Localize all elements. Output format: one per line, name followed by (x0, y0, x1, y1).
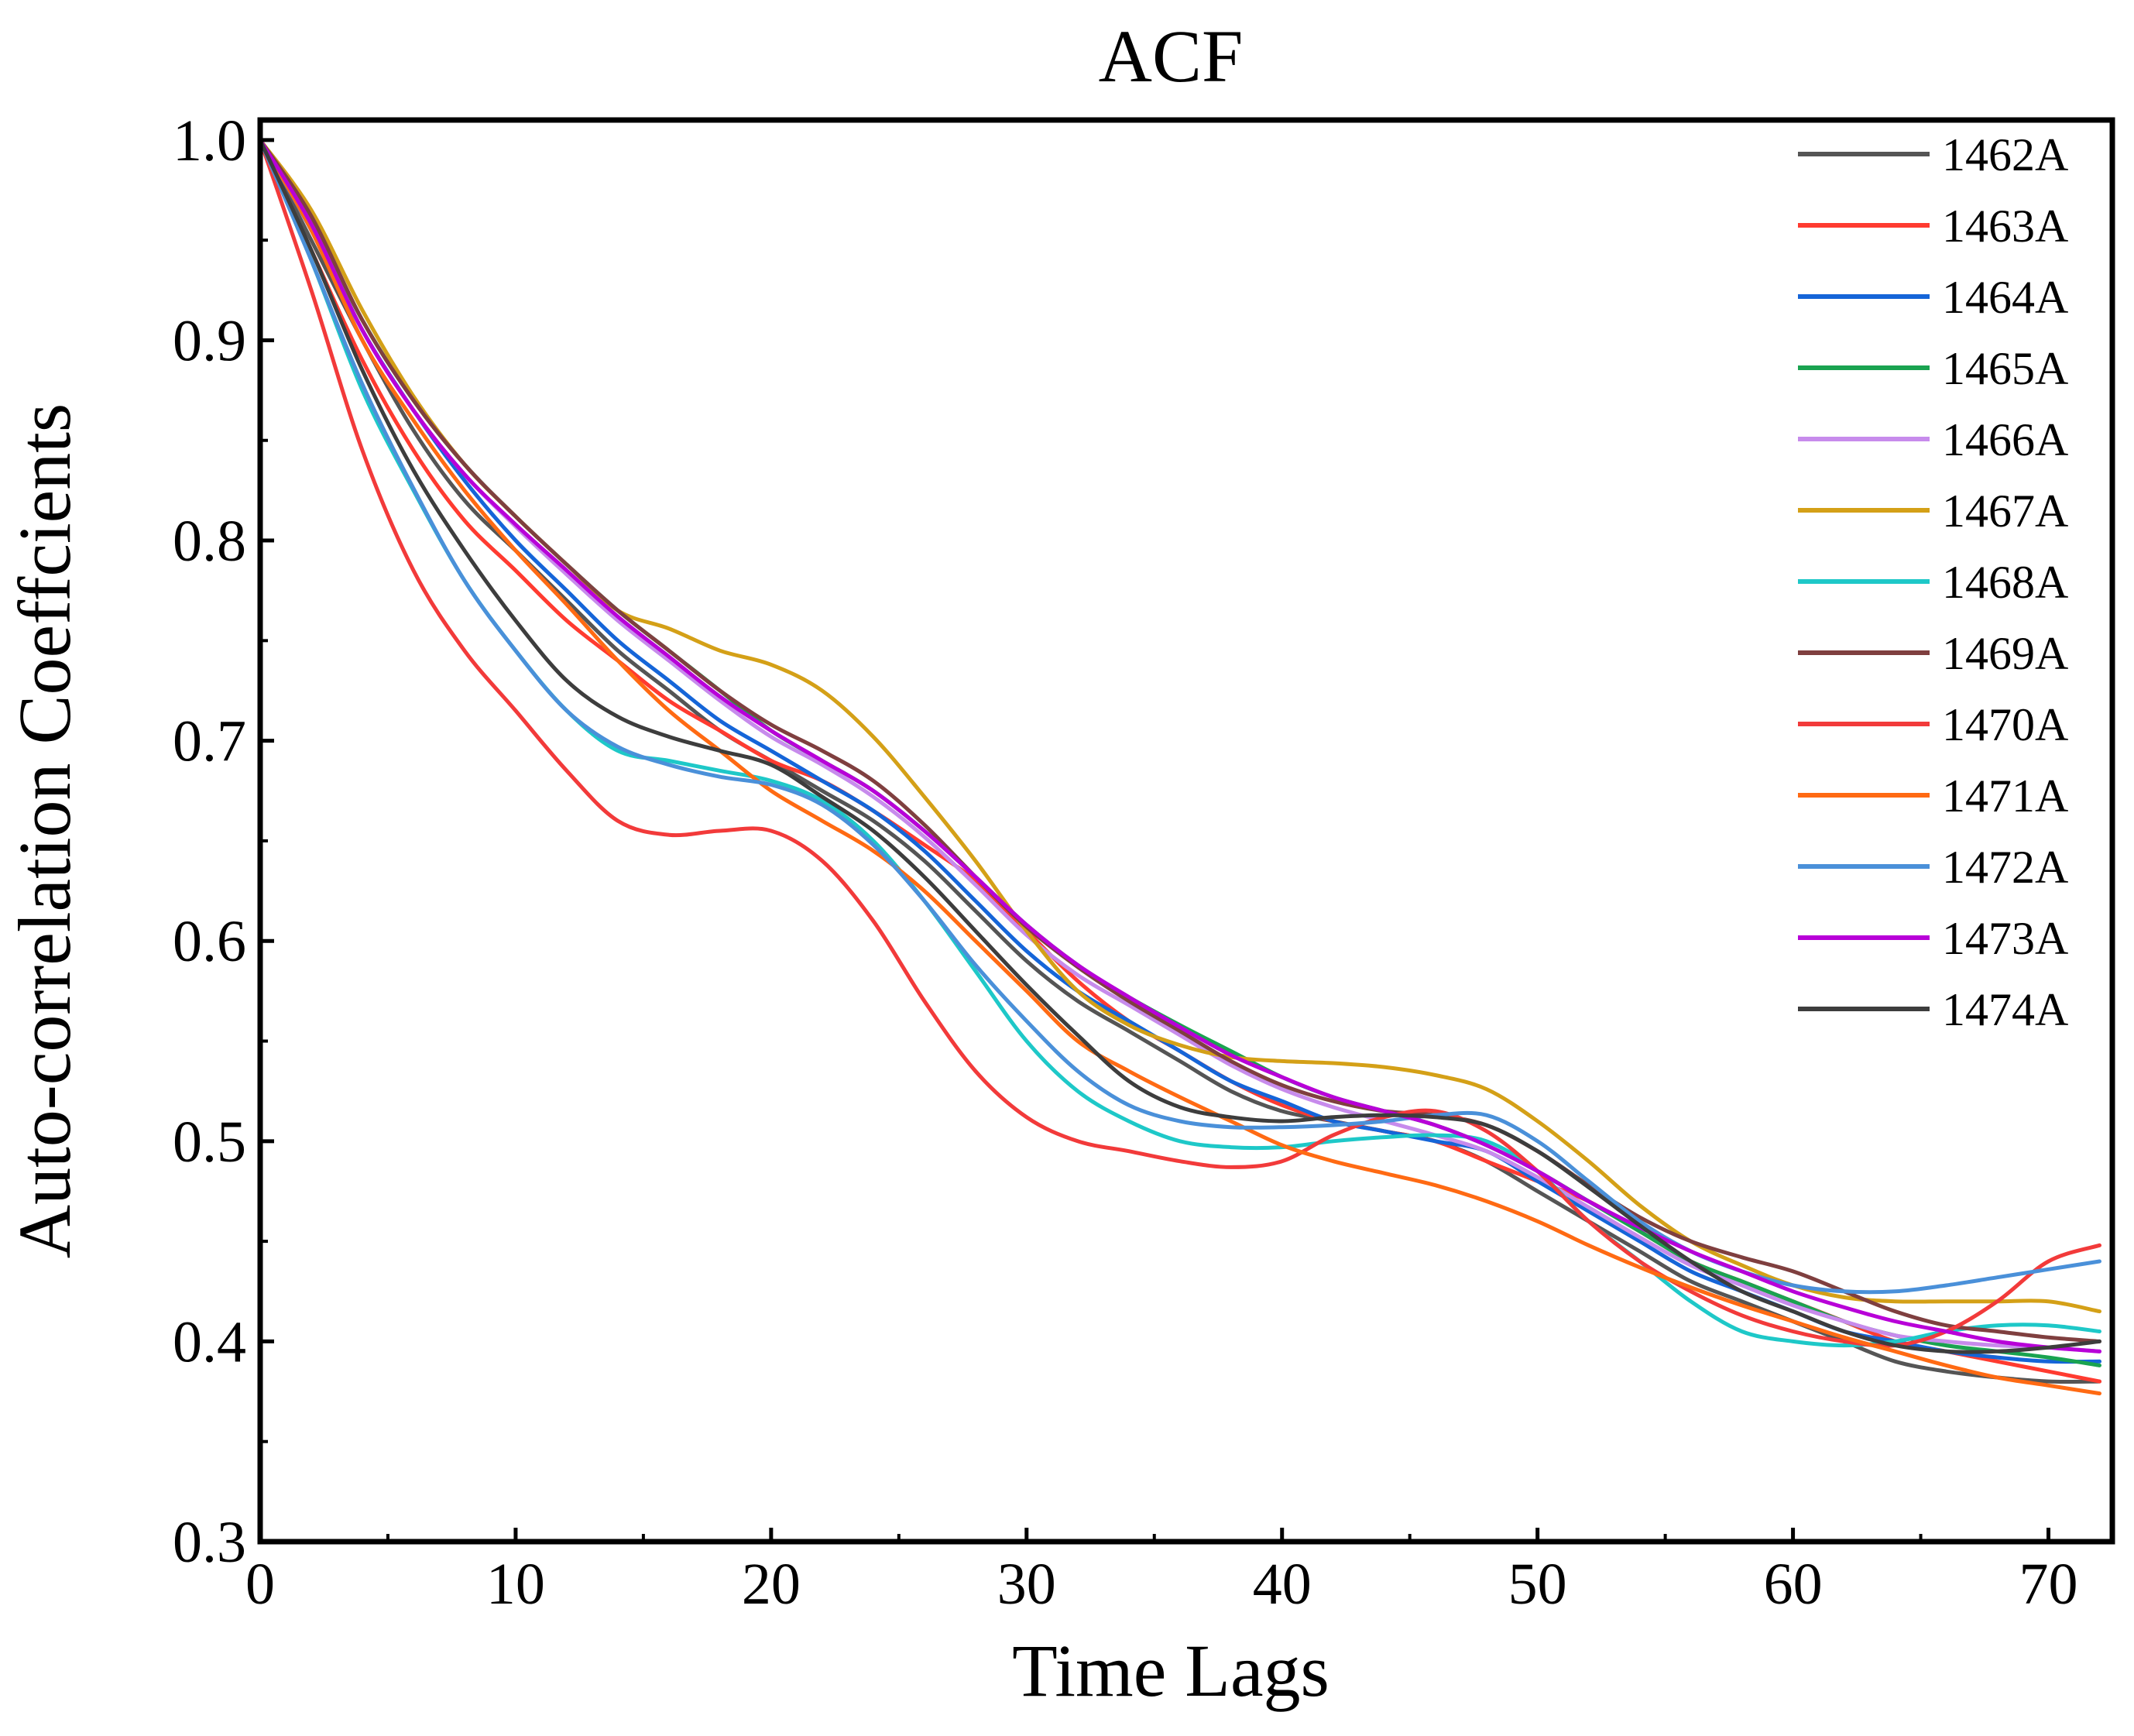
legend-label-1467A: 1467A (1942, 485, 2068, 537)
x-tick-label: 60 (1764, 1552, 1823, 1617)
y-tick-label: 0.5 (173, 1110, 246, 1175)
series-layer (258, 138, 2101, 1396)
x-tick-label: 70 (2019, 1552, 2078, 1617)
series-line-1471A (258, 138, 2101, 1396)
legend-label-1463A: 1463A (1942, 201, 2068, 252)
ticks-layer: 0 10 20 30 40 50 60 70 0.3 0.4 0.5 0.6 0.7 0.8 0.9 1.0 (173, 108, 2078, 1617)
series-line-1473A (258, 138, 2101, 1353)
x-tick-label: 40 (1253, 1552, 1312, 1617)
x-tick-label: 10 (486, 1552, 545, 1617)
legend-label-1474A: 1474A (1942, 984, 2068, 1035)
legend-label-1468A: 1468A (1942, 557, 2068, 608)
legend-label-1472A: 1472A (1942, 842, 2068, 893)
legend-label-1470A: 1470A (1942, 699, 2068, 750)
y-tick-label: 0.8 (173, 509, 246, 574)
chart-title: ACF (1099, 15, 1244, 98)
x-tick-label: 50 (1508, 1552, 1567, 1617)
series-line-1472A (258, 138, 2101, 1295)
legend-label-1466A: 1466A (1942, 414, 2068, 465)
y-tick-label: 0.7 (173, 709, 246, 774)
legend: 1462A 1463A 1464A 1465A 1466A 1467A 1468A 1469A… (1798, 129, 2068, 1035)
x-tick-label: 20 (742, 1552, 801, 1617)
y-axis-label: Auto-correlation Coeffcients (3, 403, 86, 1259)
y-tick-label: 1.0 (173, 108, 246, 173)
plot-frame (257, 117, 2115, 1545)
legend-label-1465A: 1465A (1942, 343, 2068, 394)
y-tick-label: 0.6 (173, 909, 246, 974)
legend-label-1464A: 1464A (1942, 272, 2068, 323)
y-tick-label: 0.3 (173, 1510, 246, 1575)
x-tick-label: 30 (997, 1552, 1056, 1617)
legend-label-1473A: 1473A (1942, 913, 2068, 964)
x-axis-label: Time Lags (1012, 1629, 1329, 1712)
legend-label-1462A: 1462A (1942, 129, 2068, 180)
legend-label-1471A: 1471A (1942, 770, 2068, 822)
y-tick-label: 0.9 (173, 308, 246, 373)
series-line-1470A (258, 138, 2101, 1348)
legend-label-1469A: 1469A (1942, 628, 2068, 679)
y-tick-label: 0.4 (173, 1309, 246, 1374)
series-line-1474A (258, 138, 2101, 1354)
series-line-1469A (258, 138, 2101, 1343)
x-tick-label: 0 (245, 1552, 275, 1617)
